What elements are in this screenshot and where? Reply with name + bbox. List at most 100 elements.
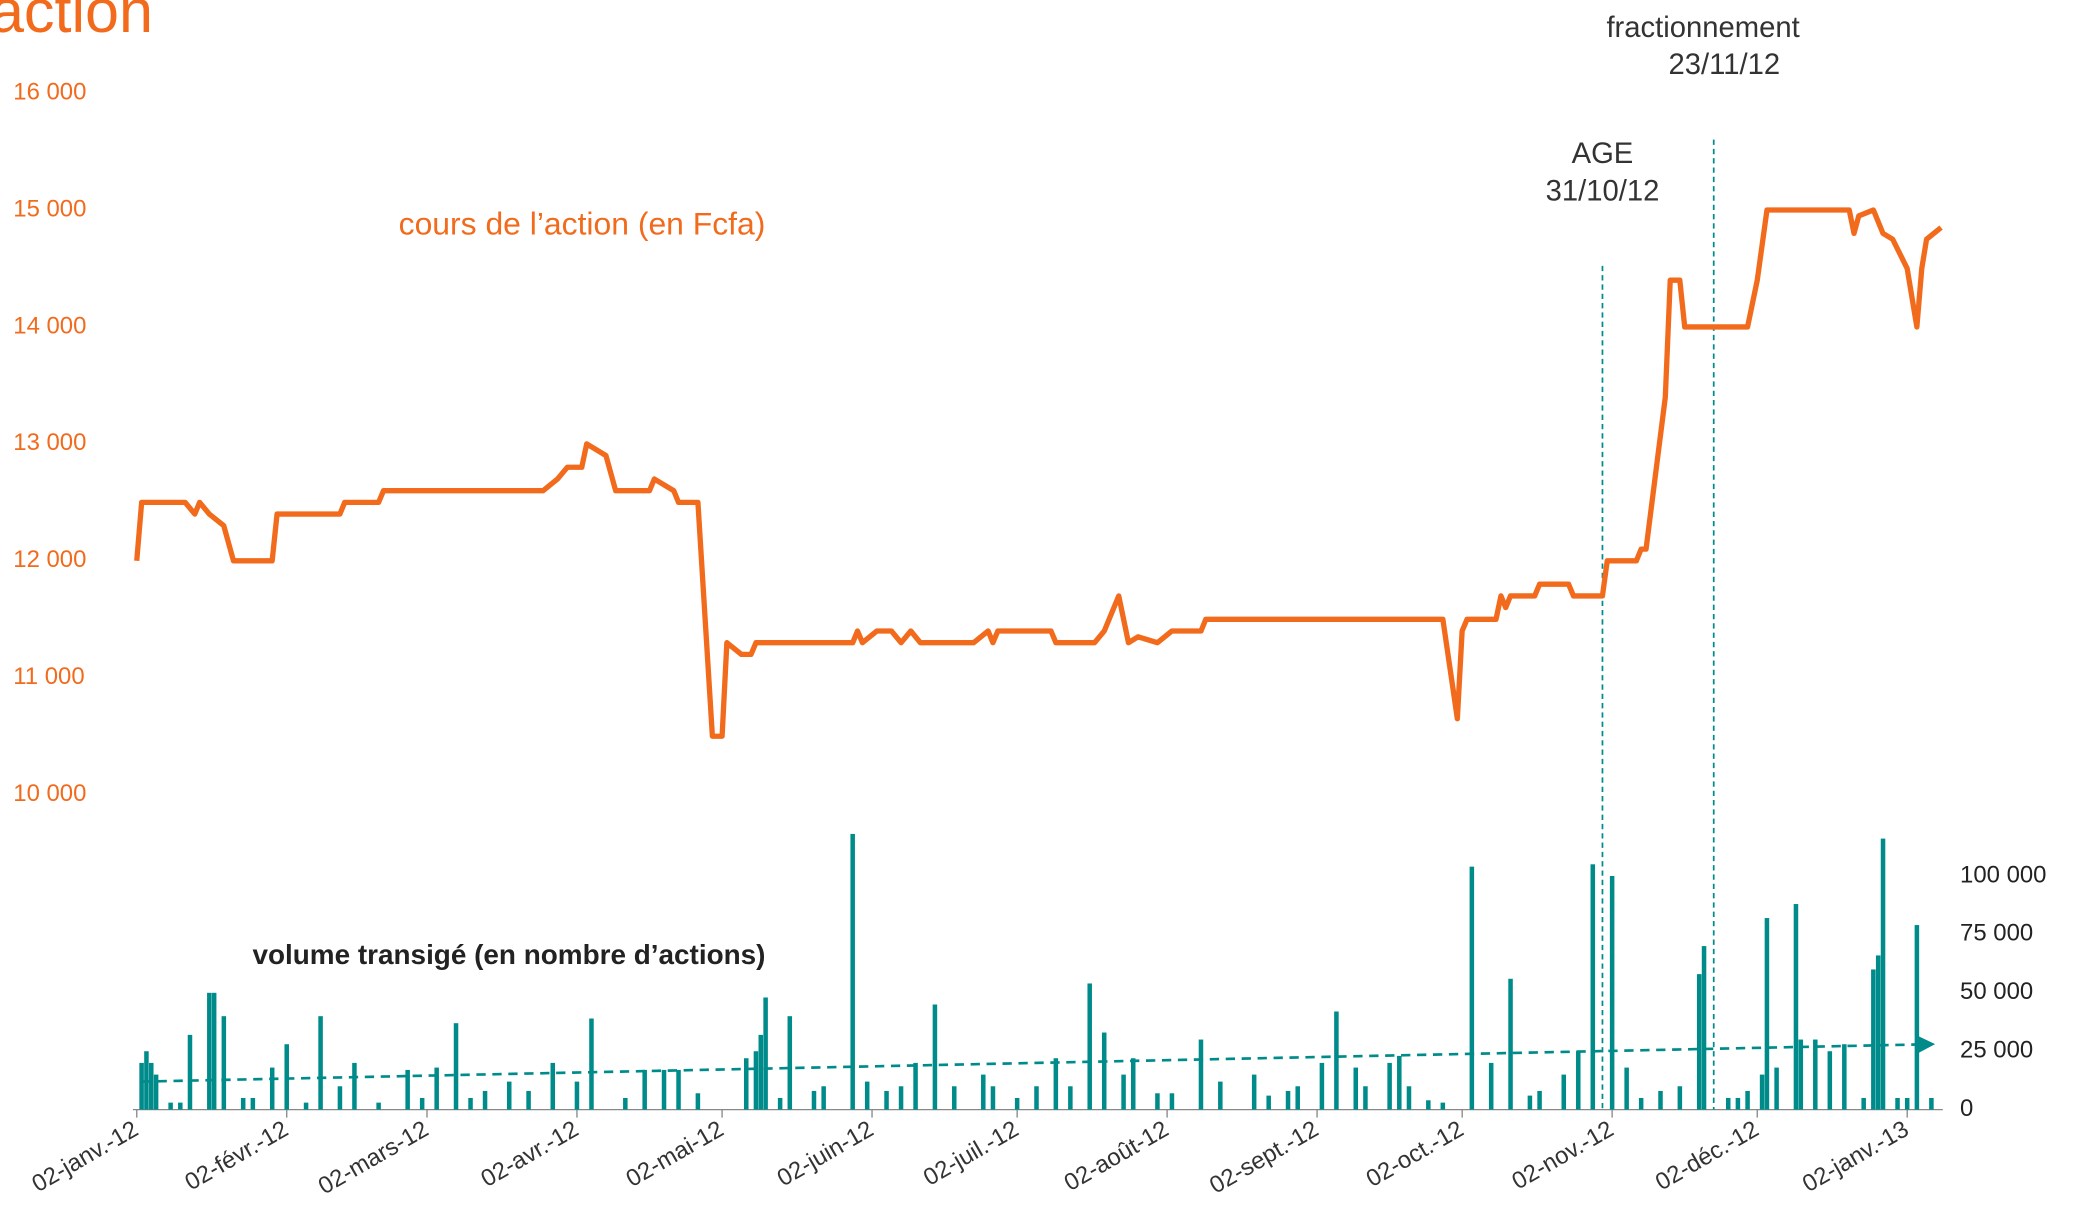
volume-bar: [1101, 1032, 1107, 1110]
volume-bar: [1285, 1090, 1291, 1110]
volume-bar: [1624, 1067, 1629, 1110]
volume-bar: [168, 1102, 173, 1110]
series-label: cours de l’action (en Fcfa): [399, 205, 766, 241]
x-tick-label: 02-août-12: [1060, 1116, 1174, 1197]
y2-tick-label: 75 000: [1960, 920, 2033, 947]
volume-bar: [1871, 969, 1876, 1110]
volume-bar: [864, 1081, 870, 1110]
volume-bar: [1677, 1086, 1683, 1110]
volume-bar: [1701, 946, 1707, 1110]
y-tick-label: 13 000: [13, 429, 86, 456]
volume-bar: [952, 1086, 957, 1110]
volume-bar: [1590, 864, 1596, 1110]
volume-bar: [419, 1097, 425, 1110]
volume-bar: [318, 1016, 323, 1110]
volume-bar: [1696, 974, 1702, 1110]
volume-bar: [1658, 1090, 1663, 1110]
x-tick-label: 02-janv.-13: [1798, 1116, 1914, 1198]
volume-bar: [211, 992, 217, 1110]
volume-bar: [269, 1067, 275, 1110]
volume-bar: [1169, 1093, 1175, 1110]
volume-bar: [676, 1069, 681, 1110]
volume-bar: [482, 1090, 488, 1110]
volume-bar: [695, 1093, 701, 1110]
volume-bar: [1121, 1074, 1126, 1110]
volume-bar: [898, 1086, 904, 1110]
volume-bar: [178, 1102, 183, 1110]
volume-bar: [506, 1081, 512, 1110]
volume-bar: [1793, 904, 1799, 1110]
volume-bar: [1266, 1095, 1271, 1110]
volume-bar: [1842, 1044, 1847, 1110]
y-tick-label: 12 000: [13, 546, 86, 573]
volume-bar: [207, 992, 212, 1110]
volume-bar: [1363, 1086, 1368, 1110]
volume-bar: [1397, 1055, 1402, 1110]
volume-bar: [1764, 918, 1770, 1110]
volume-bar: [1508, 978, 1513, 1110]
volume-bar: [1861, 1097, 1866, 1110]
x-tick-label: 02-nov.-12: [1507, 1116, 1618, 1196]
volume-bar: [1406, 1086, 1412, 1110]
volume-bar: [1469, 866, 1475, 1110]
volume-bar: [1130, 1058, 1136, 1110]
volume-bar: [1914, 925, 1920, 1110]
volume-bar: [642, 1069, 647, 1110]
x-tick-label: 02-mai-12: [622, 1116, 729, 1193]
volume-bar: [623, 1097, 628, 1110]
volume-bar: [1488, 1062, 1494, 1110]
volume-bar: [1387, 1062, 1392, 1110]
volume-bar: [1068, 1086, 1073, 1110]
volume-bar: [405, 1069, 410, 1110]
volume-bar: [850, 833, 855, 1110]
chart-title: l’action: [0, 0, 153, 45]
volume-bar: [1218, 1081, 1223, 1110]
x-tick-label: 02-sept.-12: [1205, 1116, 1323, 1200]
volume-bar: [352, 1062, 357, 1110]
x-tick-label: 02-oct.-12: [1362, 1116, 1469, 1193]
volume-bar: [884, 1090, 889, 1110]
annotation-text: fractionnement: [1606, 12, 1799, 44]
volume-bar: [1440, 1102, 1446, 1110]
volume-bar: [981, 1074, 986, 1110]
volume-bar: [661, 1069, 667, 1110]
x-tick-label: 02-janv.-12: [27, 1116, 143, 1198]
volume-bar: [1561, 1074, 1567, 1110]
y-tick-label: 11 000: [13, 663, 84, 690]
volume-bar: [337, 1086, 343, 1110]
volume-bar: [468, 1097, 473, 1110]
volume-bar: [1426, 1100, 1431, 1110]
volume-bar: [250, 1097, 256, 1110]
x-tick-label: 02-mars-12: [314, 1116, 433, 1200]
volume-bar: [1638, 1097, 1644, 1110]
volume-bar: [1251, 1074, 1257, 1110]
volume-bar: [1813, 1039, 1818, 1110]
trend-line: [141, 1035, 1936, 1083]
volume-bar: [1904, 1097, 1910, 1110]
volume-bar: [240, 1097, 246, 1110]
volume-bar: [1576, 1051, 1581, 1110]
volume-bar: [1745, 1090, 1750, 1110]
volume-bar: [787, 1016, 793, 1110]
volume-bar: [777, 1097, 783, 1110]
annotation-text: 31/10/12: [1546, 175, 1660, 207]
annotation-text: 23/11/12: [1669, 49, 1781, 81]
volume-bar: [1875, 955, 1881, 1110]
x-tick-label: 02-déc.-12: [1651, 1116, 1763, 1197]
volume-bar: [1319, 1062, 1325, 1110]
x-tick-label: 02-juil.-12: [919, 1116, 1023, 1192]
volume-bar: [1827, 1051, 1833, 1110]
volume-bar: [221, 1016, 227, 1110]
volume-bar: [574, 1081, 580, 1110]
volume-bar: [139, 1062, 144, 1110]
volume-bar: [149, 1062, 154, 1110]
price-line: [134, 207, 1943, 739]
volume-bar: [376, 1102, 381, 1110]
volume-bar: [990, 1086, 996, 1110]
series-label: volume transigé (en nombre d’actions): [252, 939, 765, 970]
volume-bar: [1334, 1011, 1339, 1110]
volume-bar: [821, 1086, 826, 1110]
volume-bar: [1014, 1097, 1020, 1110]
